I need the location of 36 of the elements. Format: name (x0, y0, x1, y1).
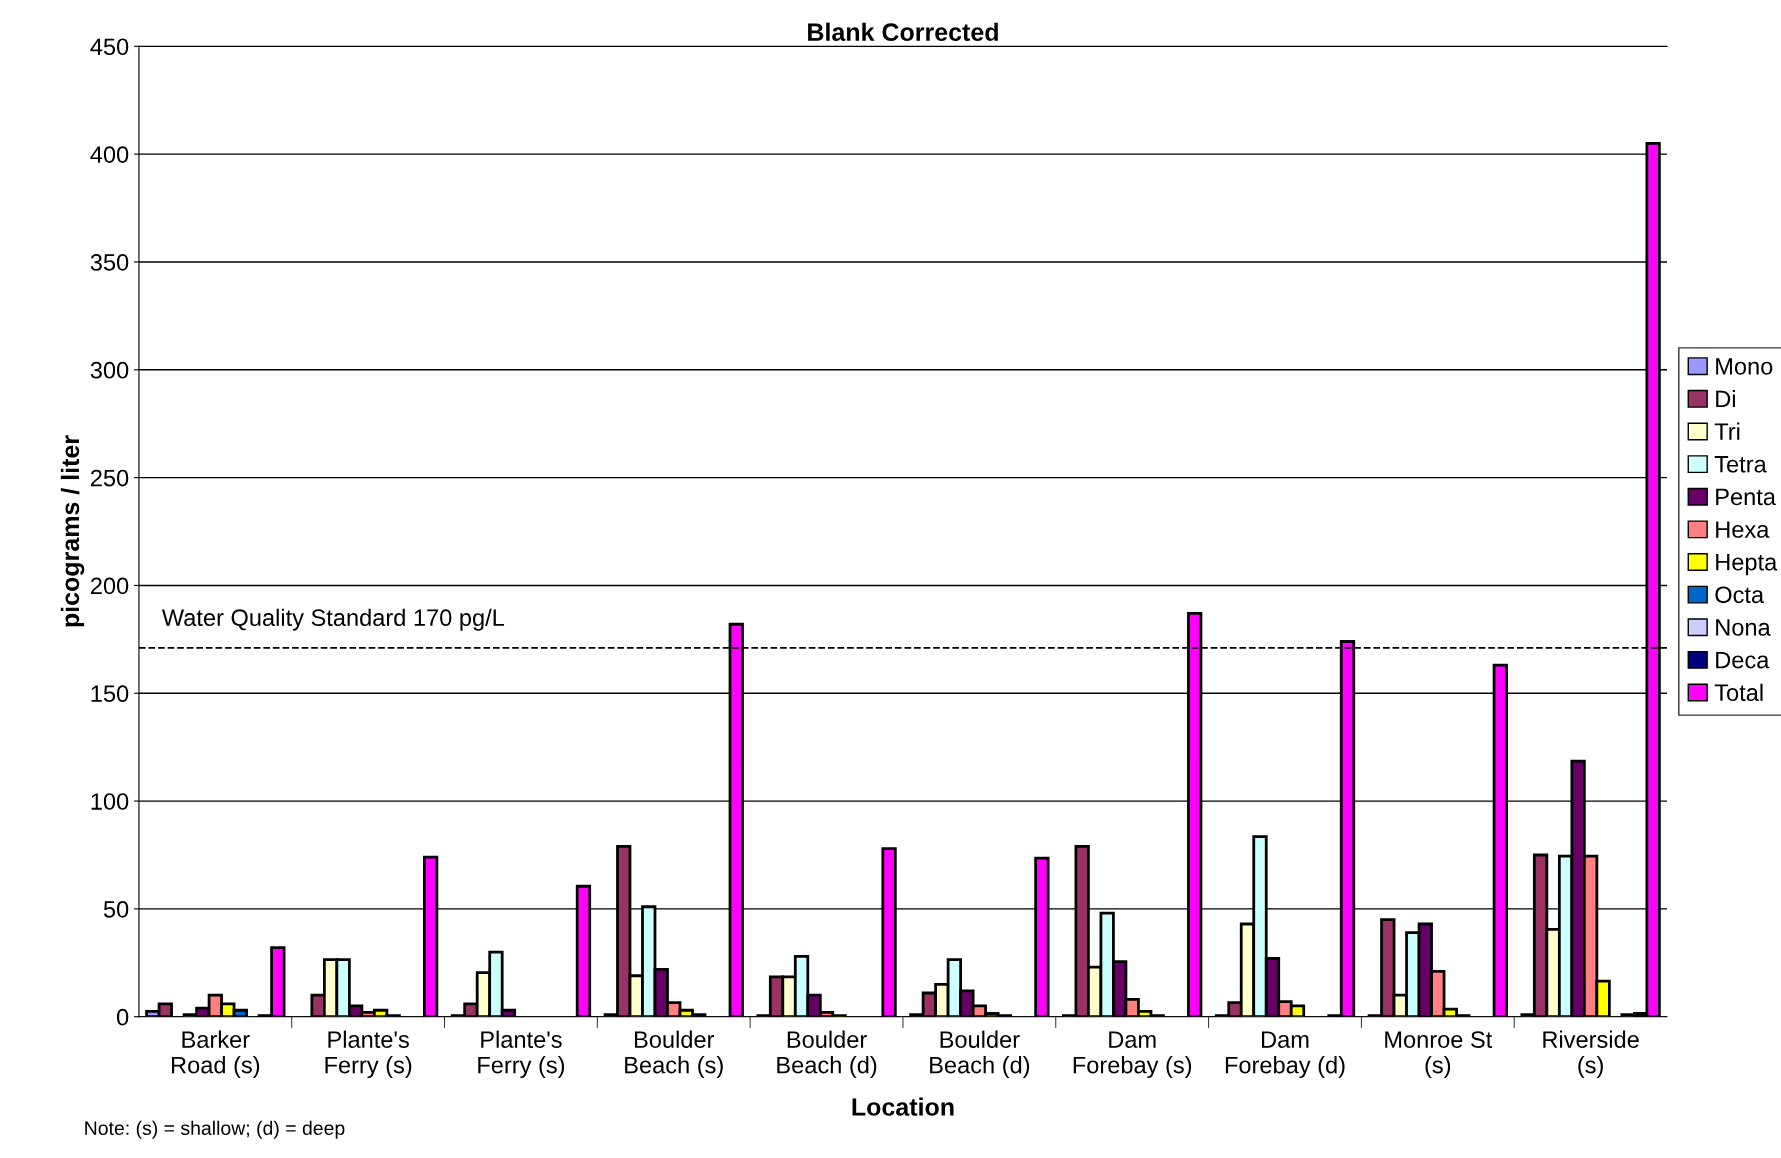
y-tick-label: 450 (90, 38, 129, 56)
ref-line-label: Water Quality Standard 170 pg/L (161, 608, 505, 631)
y-tick-label: 200 (90, 577, 129, 595)
legend-label: Penta (1716, 488, 1776, 506)
legend-label: Mono (1716, 358, 1773, 375)
x-tick-label: Boulder Beach (d) (777, 1030, 877, 1079)
x-tick-label: Plante's Ferry (s) (325, 1030, 412, 1079)
x-tick-label: Barker Road (s) (171, 1030, 260, 1079)
text: Note: (s) = shallow; (d) = deep (85, 1120, 345, 1139)
legend-label: Deca (1716, 651, 1770, 669)
y-tick-label: 400 (90, 146, 129, 163)
legend-label: Tetra (1714, 456, 1767, 473)
legend-label: Tri (1714, 422, 1740, 440)
legend-label: Hexa (1716, 521, 1770, 538)
x-tick-label: Boulder Beach (s) (625, 1030, 723, 1079)
legend-label: Octa (1715, 586, 1765, 604)
legend-label: Di (1716, 389, 1735, 408)
y-tick-label: 50 (103, 900, 129, 918)
y-tick-label: 250 (90, 469, 129, 487)
y-tick-label: 100 (91, 793, 129, 810)
x-tick-label: Boulder Beach (d) (930, 1030, 1030, 1079)
y-tick-label: 300 (90, 361, 129, 379)
legend-label: Total (1714, 683, 1763, 702)
y-tick-label: 350 (90, 254, 129, 271)
legend-label: Nona (1716, 619, 1771, 636)
x-tick-label: Riverside (s) (1543, 1030, 1639, 1079)
x-tick-label: Dam Forebay (s) (1073, 1031, 1192, 1079)
chart-title: Blank Corrected (808, 22, 998, 42)
legend-label: Hepta (1716, 554, 1778, 576)
x-tick-label: Plante's Ferry (s) (478, 1030, 565, 1079)
y-tick-label: 0 (116, 1008, 129, 1026)
x-axis-title: Location (852, 1097, 954, 1116)
y-axis-title: picograms / liter (60, 435, 85, 627)
y-tick-label: 150 (91, 685, 129, 703)
x-tick-label: Dam Forebay (d) (1225, 1031, 1345, 1079)
x-tick-label: Monroe St (s) (1385, 1031, 1493, 1079)
